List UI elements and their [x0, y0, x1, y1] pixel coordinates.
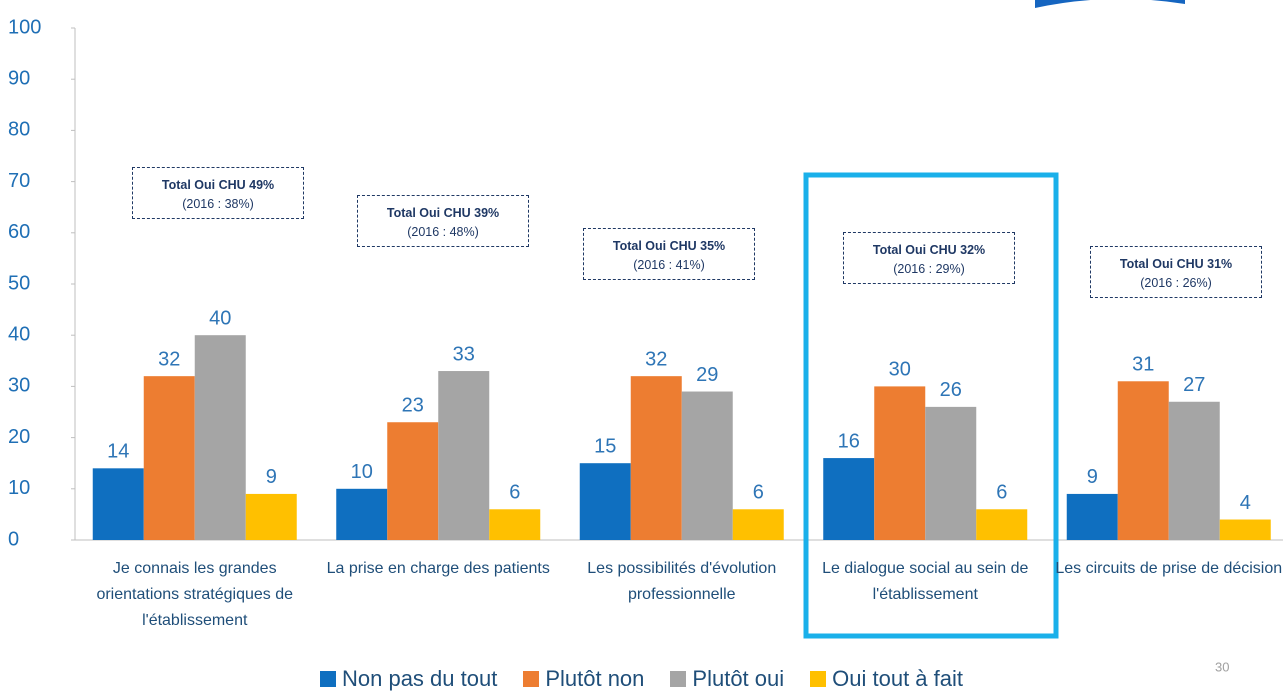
value-label: 6 — [996, 482, 1007, 504]
legend-label: Plutôt non — [545, 666, 645, 691]
y-tick-label: 10 — [8, 477, 30, 499]
value-label: 23 — [402, 395, 424, 417]
annotation-title: Total Oui CHU 35% — [612, 239, 726, 253]
value-label: 6 — [753, 482, 764, 504]
bar — [976, 509, 1028, 540]
y-tick-label: 50 — [8, 272, 30, 294]
bar — [1066, 493, 1118, 540]
annotation-note: (2016 : 38%) — [182, 197, 254, 211]
value-label: 33 — [453, 343, 475, 365]
bar — [732, 509, 784, 540]
value-label: 16 — [838, 430, 860, 452]
bar — [143, 376, 195, 540]
bar — [92, 468, 144, 540]
y-tick-label: 0 — [8, 528, 19, 550]
value-label: 15 — [594, 435, 616, 457]
bar — [1117, 381, 1169, 540]
bar — [630, 376, 682, 540]
annotation: Total Oui CHU 35% (2016 : 41%) — [583, 228, 755, 280]
bar — [1219, 519, 1271, 540]
x-tick-label: Les possibilités d'évolution professionn… — [587, 560, 777, 603]
annotation: Total Oui CHU 49% (2016 : 38%) — [132, 167, 304, 219]
bar — [823, 458, 875, 540]
annotation-note: (2016 : 26%) — [1140, 276, 1212, 290]
y-tick-label: 40 — [8, 323, 30, 345]
annotation-title: Total Oui CHU 32% — [872, 243, 986, 257]
annotation-title: Total Oui CHU 31% — [1119, 257, 1233, 271]
legend-swatch — [810, 671, 827, 687]
annotation: Total Oui CHU 31% (2016 : 26%) — [1090, 246, 1262, 298]
y-tick-label: 100 — [8, 16, 41, 38]
page-number: 30 — [1215, 659, 1229, 674]
x-tick-label: Je connais les grandes orientations stra… — [96, 560, 294, 629]
value-label: 6 — [509, 482, 520, 504]
bar — [245, 493, 297, 540]
y-tick-label: 20 — [8, 426, 30, 448]
value-label: 29 — [696, 364, 718, 386]
value-label: 32 — [158, 348, 180, 370]
legend-item: Non pas du tout — [319, 666, 498, 692]
y-tick-label: 90 — [8, 67, 30, 89]
bar — [874, 386, 926, 540]
legend-item: Plutôt non — [523, 666, 644, 692]
logo-arc — [1035, 0, 1185, 8]
y-tick-label: 70 — [8, 170, 30, 192]
bar — [681, 391, 733, 540]
annotation-note: (2016 : 29%) — [893, 262, 965, 276]
legend-swatch — [523, 671, 540, 687]
bar — [336, 488, 388, 540]
annotation: Total Oui CHU 32% (2016 : 29%) — [843, 232, 1015, 284]
value-label: 14 — [107, 441, 129, 463]
value-label: 27 — [1183, 374, 1205, 396]
bar — [1168, 401, 1220, 540]
legend-label: Non pas du tout — [341, 666, 498, 691]
bar — [925, 406, 977, 540]
annotation-note: (2016 : 41%) — [633, 258, 705, 272]
value-label: 31 — [1132, 354, 1154, 376]
legend-item: Plutôt oui — [670, 666, 784, 692]
x-tick-label: Les circuits de prise de décision — [1055, 560, 1283, 577]
legend-label: Plutôt oui — [692, 666, 785, 691]
annotation-note: (2016 : 48%) — [407, 225, 479, 239]
value-label: 10 — [351, 461, 373, 483]
x-tick-label: Le dialogue social au sein de l'établiss… — [822, 560, 1029, 603]
value-label: 9 — [266, 466, 277, 488]
y-tick-label: 60 — [8, 221, 30, 243]
value-label: 30 — [889, 359, 911, 381]
highlight-box — [803, 172, 1059, 639]
annotation-title: Total Oui CHU 49% — [161, 178, 275, 192]
x-tick-label: La prise en charge des patients — [326, 560, 550, 577]
legend-swatch — [670, 671, 687, 687]
legend-label: Oui tout à fait — [832, 666, 963, 691]
value-label: 4 — [1240, 492, 1251, 514]
legend-swatch — [319, 671, 336, 687]
value-label: 26 — [940, 379, 962, 401]
bar — [438, 371, 490, 540]
value-label: 40 — [209, 307, 231, 329]
annotation-title: Total Oui CHU 39% — [386, 206, 500, 220]
bar — [194, 335, 246, 540]
value-label: 9 — [1087, 466, 1098, 488]
annotation: Total Oui CHU 39% (2016 : 48%) — [357, 195, 529, 247]
bar — [579, 463, 631, 540]
value-label: 32 — [645, 348, 667, 370]
bar — [489, 509, 541, 540]
legend-item: Oui tout à fait — [810, 666, 963, 692]
y-tick-label: 80 — [8, 119, 30, 141]
bar — [387, 422, 439, 540]
y-tick-label: 30 — [8, 375, 30, 397]
legend: Non pas du tout Plutôt non Plutôt oui Oui t… — [0, 666, 1283, 692]
